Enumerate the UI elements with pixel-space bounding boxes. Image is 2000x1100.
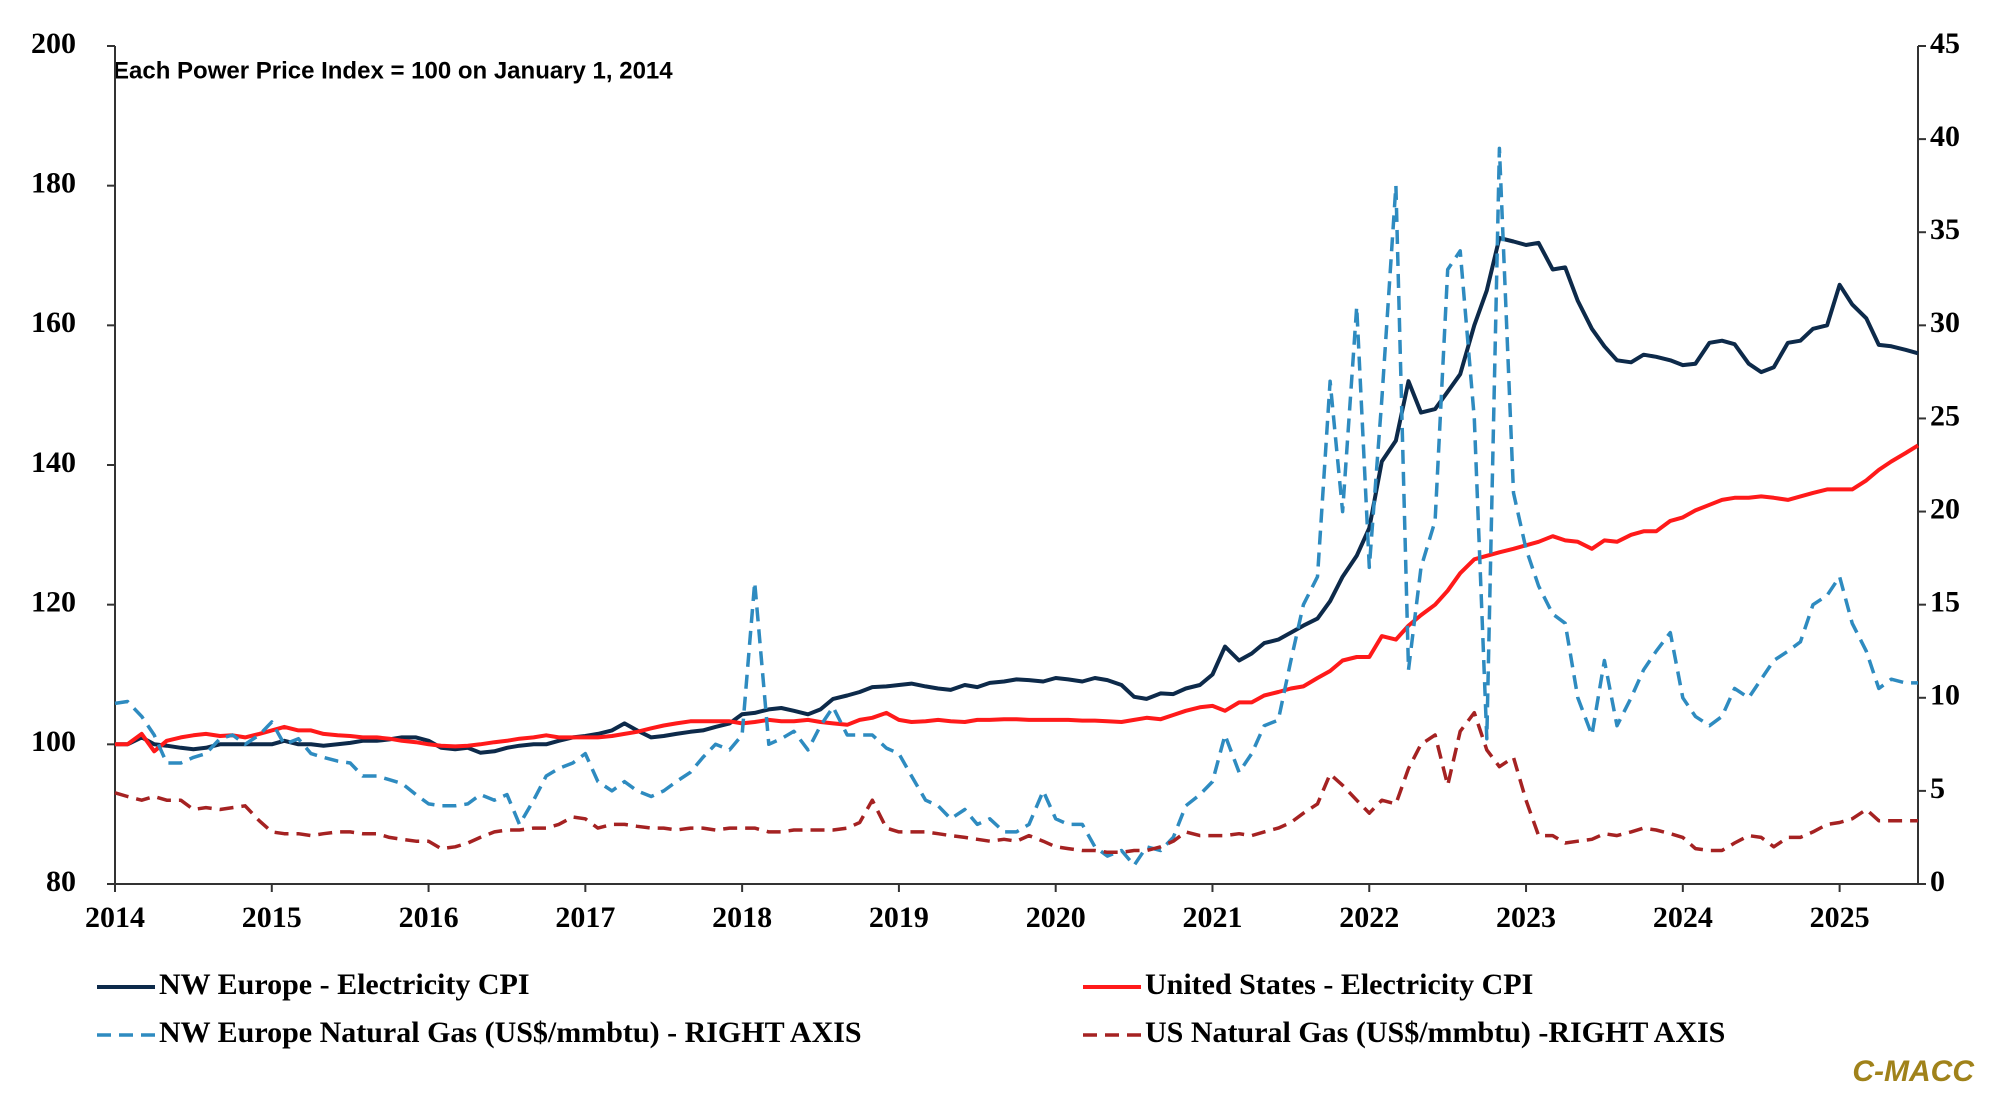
y2-tick-label: 45	[1930, 27, 1960, 60]
chart-subtitle: Each Power Price Index = 100 on January …	[113, 57, 673, 84]
y-tick-label: 100	[31, 725, 76, 758]
legend-label: NW Europe Natural Gas (US$/mmbtu) - RIGH…	[159, 1016, 862, 1049]
y2-tick-label: 40	[1930, 120, 1960, 153]
x-tick-label: 2017	[555, 901, 615, 934]
x-tick-label: 2025	[1810, 901, 1870, 934]
x-tick-label: 2019	[869, 901, 929, 934]
y-tick-label: 200	[31, 27, 76, 60]
x-tick-label: 2014	[85, 901, 145, 934]
legend-label: United States - Electricity CPI	[1145, 968, 1533, 1001]
y2-tick-label: 10	[1930, 679, 1960, 712]
x-tick-label: 2022	[1339, 901, 1399, 934]
source-label: C-MACC	[1852, 1055, 1975, 1088]
y-tick-label: 180	[31, 167, 76, 200]
series-line	[115, 236, 1919, 755]
series-line	[115, 443, 1920, 754]
legend-label: NW Europe - Electricity CPI	[159, 968, 530, 1001]
y2-tick-label: 5	[1930, 772, 1945, 805]
y2-tick-label: 20	[1930, 492, 1960, 525]
series-line	[114, 146, 1918, 868]
y2-tick-label: 35	[1930, 213, 1960, 246]
y-tick-label: 80	[46, 865, 76, 898]
legend-label: US Natural Gas (US$/mmbtu) -RIGHT AXIS	[1145, 1016, 1725, 1049]
series-line	[114, 710, 1918, 855]
x-tick-label: 2024	[1653, 901, 1713, 934]
y2-tick-label: 0	[1930, 865, 1945, 898]
x-tick-label: 2023	[1496, 901, 1556, 934]
y2-tick-label: 15	[1930, 586, 1960, 619]
x-tick-label: 2016	[399, 901, 459, 934]
y2-tick-label: 25	[1930, 399, 1960, 432]
y-tick-label: 140	[31, 446, 76, 479]
x-tick-label: 2018	[712, 901, 772, 934]
y2-tick-label: 30	[1930, 306, 1960, 339]
x-tick-label: 2015	[242, 901, 302, 934]
x-tick-label: 2020	[1026, 901, 1086, 934]
y-tick-label: 120	[31, 586, 76, 619]
x-tick-label: 2021	[1182, 901, 1242, 934]
y-tick-label: 160	[31, 306, 76, 339]
